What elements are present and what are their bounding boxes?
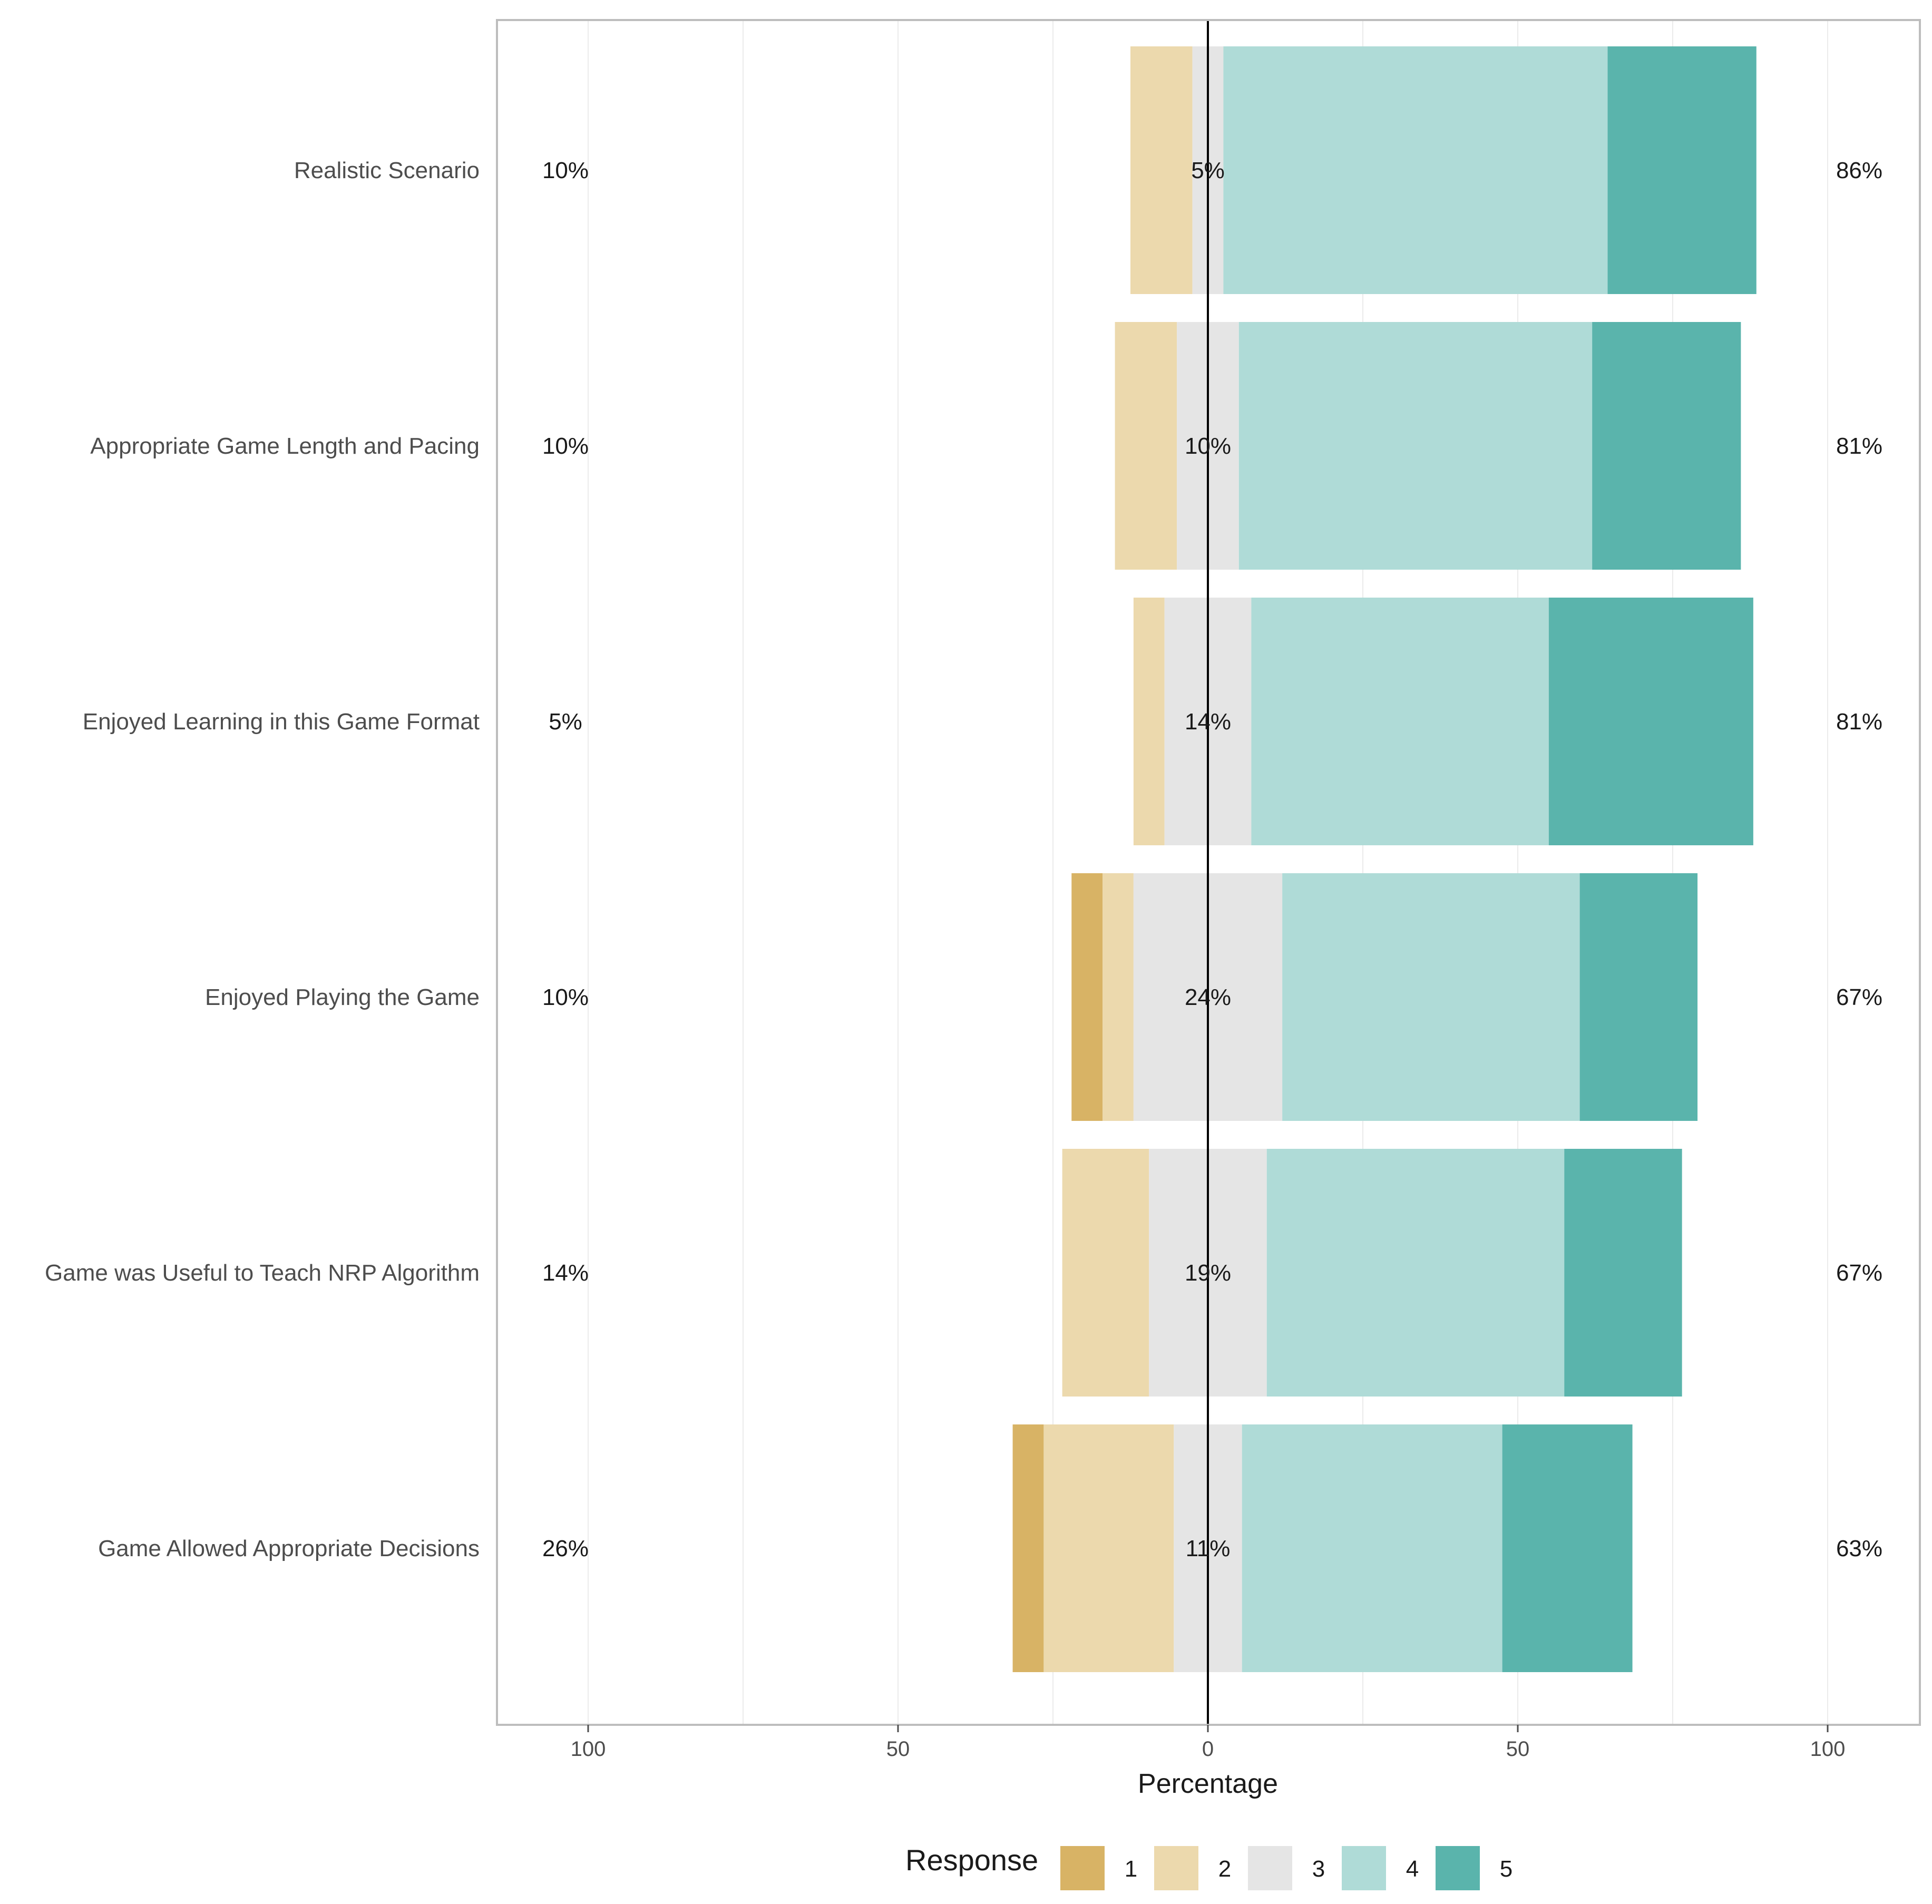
bar-segment	[1133, 598, 1165, 845]
legend-key	[1154, 1846, 1198, 1890]
legend-key	[1060, 1846, 1105, 1890]
right-percent-label: 63%	[1836, 1536, 1882, 1561]
legend-key	[1248, 1846, 1292, 1890]
left-percent-label: 26%	[542, 1536, 589, 1561]
center-percent-label: 11%	[1186, 1536, 1231, 1561]
right-percent-label: 67%	[1836, 984, 1882, 1010]
center-percent-label: 19%	[1185, 1260, 1231, 1286]
center-percent-label: 24%	[1185, 984, 1231, 1010]
bar-segment	[1607, 46, 1757, 294]
center-percent-label: 10%	[1185, 433, 1231, 459]
legend-title: Response	[905, 1843, 1038, 1877]
left-percent-label: 14%	[542, 1260, 589, 1286]
bar-segment	[1071, 873, 1103, 1121]
bar-segment	[1012, 1424, 1044, 1672]
bar-segment	[1564, 1149, 1682, 1397]
x-tick-label: 100	[1810, 1737, 1846, 1761]
left-percent-label: 10%	[542, 984, 589, 1010]
legend-label: 4	[1406, 1856, 1419, 1882]
legend-label: 1	[1125, 1856, 1137, 1882]
bar-segment	[1502, 1424, 1633, 1672]
bar-segment	[1043, 1424, 1174, 1672]
legend-key	[1342, 1846, 1386, 1890]
right-percent-label: 86%	[1836, 158, 1882, 183]
center-percent-label: 14%	[1185, 709, 1231, 735]
right-percent-label: 81%	[1836, 433, 1882, 459]
bar-segment	[1242, 1424, 1502, 1672]
right-percent-label: 67%	[1836, 1260, 1882, 1286]
legend-label: 2	[1218, 1856, 1231, 1882]
x-tick-label: 0	[1202, 1737, 1214, 1761]
legend-label: 5	[1500, 1856, 1513, 1882]
category-label: Appropriate Game Length and Pacing	[90, 433, 480, 459]
bar-segment	[1130, 46, 1193, 294]
legend-label: 3	[1312, 1856, 1325, 1882]
bar-segment	[1115, 322, 1177, 570]
right-percent-label: 81%	[1836, 709, 1882, 735]
category-label: Enjoyed Learning in this Game Format	[83, 709, 480, 735]
bar-segment	[1266, 1149, 1565, 1397]
bar-segment	[1062, 1149, 1149, 1397]
category-label: Enjoyed Playing the Game	[205, 984, 480, 1010]
bar-segment	[1579, 873, 1698, 1121]
legend-key	[1436, 1846, 1480, 1890]
center-percent-label: 5%	[1191, 158, 1225, 183]
x-tick-label: 50	[886, 1737, 910, 1761]
bar-segment	[1238, 322, 1593, 570]
bar-segment	[1282, 873, 1580, 1121]
x-tick-label: 50	[1506, 1737, 1530, 1761]
category-label: Game was Useful to Teach NRP Algorithm	[45, 1260, 480, 1286]
bar-segment	[1592, 322, 1741, 570]
left-percent-label: 5%	[549, 709, 582, 735]
left-percent-label: 10%	[542, 158, 589, 183]
bar-segment	[1251, 598, 1549, 845]
bar-segment	[1548, 598, 1753, 845]
bar-segment	[1223, 46, 1608, 294]
left-percent-label: 10%	[542, 433, 589, 459]
x-axis-title: Percentage	[1138, 1769, 1278, 1799]
category-label: Game Allowed Appropriate Decisions	[98, 1536, 480, 1561]
x-tick-label: 100	[571, 1737, 606, 1761]
bar-segment	[1102, 873, 1134, 1121]
category-label: Realistic Scenario	[294, 158, 480, 183]
